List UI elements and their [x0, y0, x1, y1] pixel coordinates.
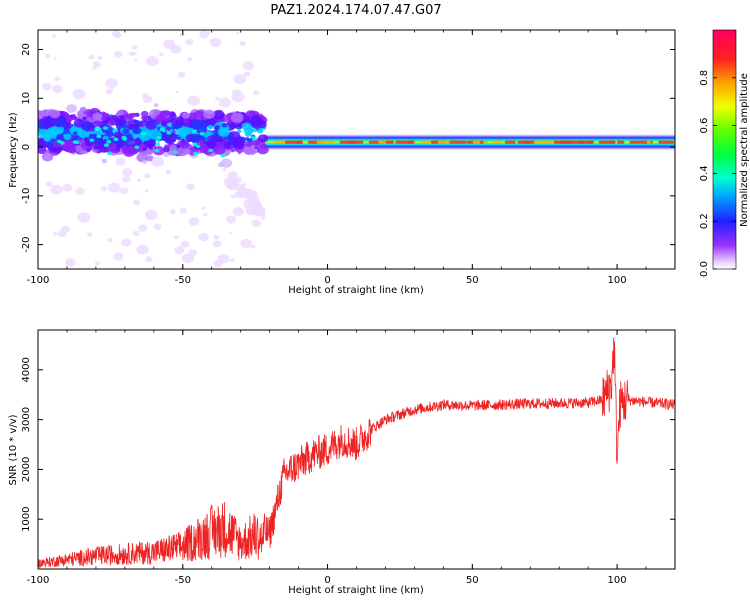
colorbar-tick-label: 0.4 — [699, 165, 710, 181]
colorbar-label: Normalized spectral amplitude — [739, 73, 750, 227]
spectral-scatter — [38, 30, 269, 268]
y-tick-label: 20 — [21, 43, 32, 56]
y-tick-label: 4000 — [21, 357, 32, 382]
y-tick-label: 10 — [21, 92, 32, 105]
chart-title: PAZ1.2024.174.07.47.G07 — [270, 3, 441, 18]
x-tick-label: 0 — [324, 275, 330, 286]
x-tick-label: -100 — [27, 575, 50, 586]
x-tick-label: -50 — [175, 275, 191, 286]
spectrogram-panel — [38, 30, 675, 268]
y-tick-label: 0 — [21, 144, 32, 150]
x-tick-label: 100 — [608, 575, 627, 586]
x-tick-label: -100 — [27, 275, 50, 286]
y-tick-label: -10 — [21, 188, 32, 204]
y-tick-label: 1000 — [21, 506, 32, 531]
y-tick-label: -20 — [21, 236, 32, 252]
colorbar-tick-label: 0.6 — [699, 118, 710, 134]
x-tick-label: 50 — [466, 275, 479, 286]
spectral-band-core — [273, 140, 674, 144]
snr-ylabel: SNR (10 * v/v) — [8, 414, 19, 485]
spectrogram-ylabel: Frequency (Hz) — [8, 112, 19, 188]
snr-axes: -100 -50 0 50 100 4000 3000 2000 1000 — [21, 330, 676, 586]
colorbar-tick-label: 0.2 — [699, 213, 710, 229]
colorbar-tick-label: 0.8 — [699, 70, 710, 86]
colorbar-tick-label: 0.0 — [699, 261, 710, 277]
colorbar — [712, 29, 737, 270]
y-tick-label: 3000 — [21, 407, 32, 432]
colorbar-ticks: 0.0 0.2 0.4 0.6 0.8 — [699, 70, 736, 277]
x-tick-label: 0 — [324, 575, 330, 586]
x-tick-label: 50 — [466, 575, 479, 586]
x-tick-label: -50 — [175, 575, 191, 586]
x-tick-label: 100 — [608, 275, 627, 286]
snr-panel — [38, 337, 675, 569]
y-tick-label: 2000 — [21, 457, 32, 482]
spectrogram-xlabel: Height of straight line (km) — [288, 285, 424, 296]
snr-series-line — [38, 337, 675, 569]
snr-xlabel: Height of straight line (km) — [288, 585, 424, 596]
